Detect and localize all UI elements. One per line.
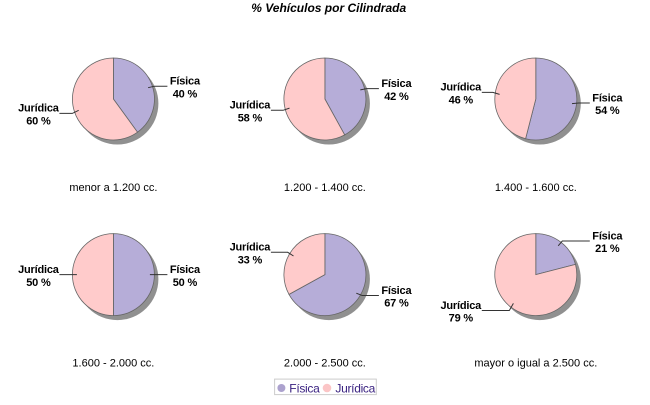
svg-text:Jurídica: Jurídica bbox=[18, 103, 60, 115]
svg-text:79 %: 79 % bbox=[449, 313, 474, 325]
svg-text:Física: Física bbox=[170, 264, 201, 276]
svg-text:42 %: 42 % bbox=[384, 91, 409, 103]
svg-text:1.400 - 1.600 cc.: 1.400 - 1.600 cc. bbox=[495, 182, 577, 194]
svg-text:54 %: 54 % bbox=[595, 105, 620, 117]
svg-text:67 %: 67 % bbox=[384, 298, 409, 310]
svg-text:2.000 - 2.500 cc.: 2.000 - 2.500 cc. bbox=[284, 357, 366, 369]
svg-text:50 %: 50 % bbox=[173, 277, 198, 289]
svg-text:Física: Física bbox=[381, 285, 412, 297]
svg-text:21 %: 21 % bbox=[595, 243, 620, 255]
svg-text:Física: Física bbox=[170, 76, 201, 88]
svg-text:menor a 1.200 cc.: menor a 1.200 cc. bbox=[69, 182, 157, 194]
svg-text:58 %: 58 % bbox=[238, 113, 263, 125]
svg-text:% Vehículos por Cilindrada: % Vehículos por Cilindrada bbox=[251, 1, 406, 15]
svg-text:46 %: 46 % bbox=[449, 95, 474, 107]
svg-text:Jurídica: Jurídica bbox=[441, 82, 483, 94]
svg-text:mayor o igual a 2.500 cc.: mayor o igual a 2.500 cc. bbox=[474, 357, 597, 369]
svg-text:Jurídica: Jurídica bbox=[230, 242, 272, 254]
svg-text:1.600 - 2.000 cc.: 1.600 - 2.000 cc. bbox=[72, 357, 154, 369]
svg-text:Jurídica: Jurídica bbox=[335, 381, 375, 395]
svg-text:Física: Física bbox=[592, 230, 623, 242]
svg-text:50 %: 50 % bbox=[26, 277, 51, 289]
svg-text:1.200 - 1.400 cc.: 1.200 - 1.400 cc. bbox=[284, 182, 366, 194]
svg-text:Jurídica: Jurídica bbox=[230, 100, 272, 112]
svg-text:Física: Física bbox=[381, 78, 412, 90]
svg-text:Jurídica: Jurídica bbox=[441, 300, 483, 312]
svg-text:Física: Física bbox=[289, 381, 320, 395]
svg-text:40 %: 40 % bbox=[173, 88, 198, 100]
svg-text:33 %: 33 % bbox=[238, 255, 263, 267]
svg-text:Jurídica: Jurídica bbox=[18, 264, 60, 276]
svg-text:Física: Física bbox=[592, 92, 623, 104]
svg-text:60 %: 60 % bbox=[26, 116, 51, 128]
